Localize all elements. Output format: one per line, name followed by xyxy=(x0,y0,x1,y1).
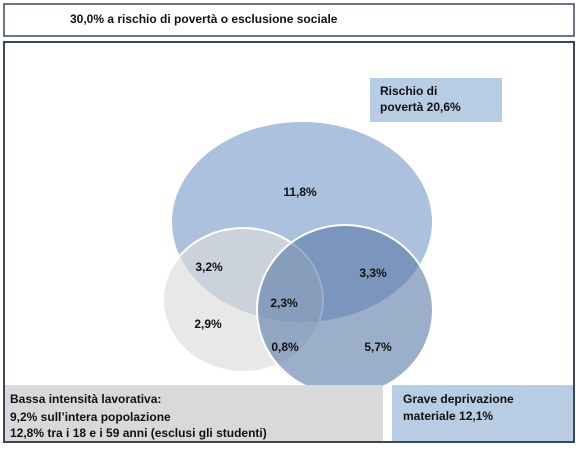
poverty-box xyxy=(370,78,502,122)
box-line: Bassa intensità lavorativa: xyxy=(10,392,161,406)
region-label: 0,8% xyxy=(271,340,299,354)
low-work-box xyxy=(5,385,383,441)
region-label: 2,9% xyxy=(194,317,222,331)
deprivation-box xyxy=(392,385,573,441)
box-line: Grave deprivazione xyxy=(403,392,514,406)
box-line: materiale 12,1% xyxy=(403,409,493,423)
title-box xyxy=(3,3,575,37)
region-label: 3,3% xyxy=(359,266,387,280)
title: 30,0% a rischio di povertà o esclusione … xyxy=(70,12,338,26)
region-label: 5,7% xyxy=(364,340,392,354)
box-line: Rischio di xyxy=(380,84,437,98)
region-label: 3,2% xyxy=(195,260,223,274)
region-label: 2,3% xyxy=(270,296,298,310)
box-line: 9,2% sull’intera popolazione xyxy=(10,410,171,424)
box-line: povertà 20,6% xyxy=(380,100,461,114)
box-line: 12,8% tra i 18 e i 59 anni (esclusi gli … xyxy=(10,426,267,440)
region-label: 11,8% xyxy=(283,185,317,199)
